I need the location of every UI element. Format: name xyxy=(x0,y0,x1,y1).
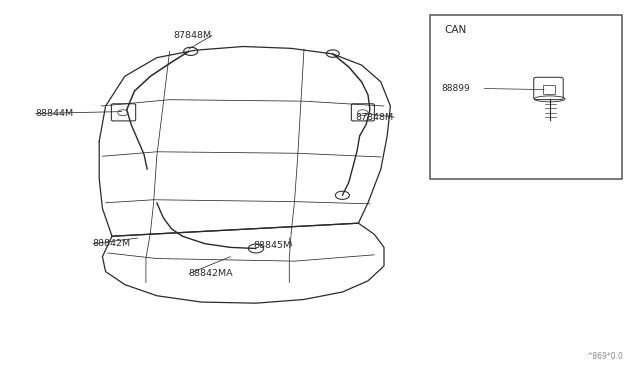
Text: CAN: CAN xyxy=(444,25,467,35)
Text: 88842MA: 88842MA xyxy=(189,269,234,278)
Text: 88844M: 88844M xyxy=(35,109,74,118)
Text: 88845M: 88845M xyxy=(253,241,291,250)
Text: 87848M: 87848M xyxy=(173,31,211,40)
Text: 87848M: 87848M xyxy=(355,113,394,122)
Bar xyxy=(430,15,622,179)
Text: 88842M: 88842M xyxy=(93,239,131,248)
Text: ^869*0.0: ^869*0.0 xyxy=(586,352,623,361)
Text: 88899: 88899 xyxy=(442,84,470,93)
